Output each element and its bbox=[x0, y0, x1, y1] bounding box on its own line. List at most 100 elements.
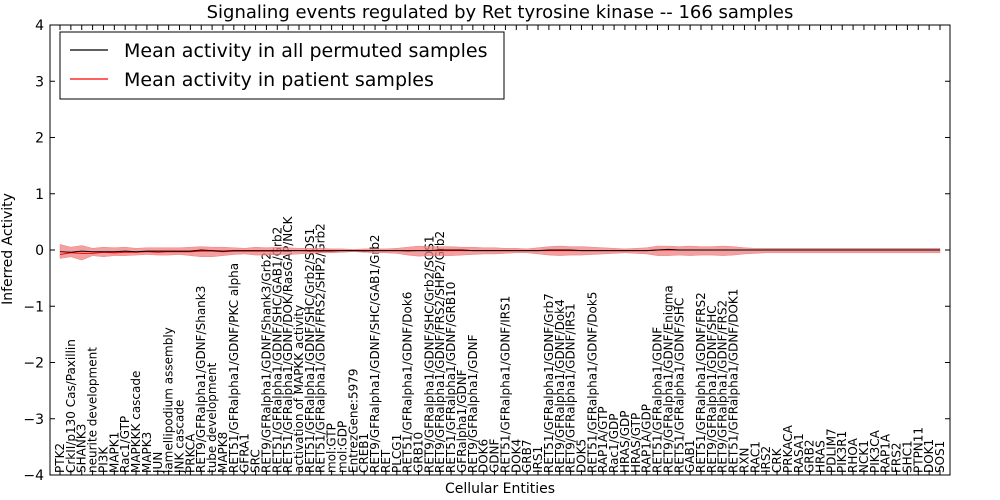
x-tick-label: RET9/GFRalpha1/GDNF/FRS2/SHP2/Grb2 bbox=[433, 231, 447, 473]
x-tick-label: GAB1 bbox=[683, 440, 697, 473]
x-tick-label: JUN bbox=[151, 452, 165, 474]
x-tick-label: SOS1 bbox=[933, 441, 947, 473]
x-tick-label: Rac1/GTP bbox=[118, 416, 132, 473]
x-tick-label: HRAS bbox=[813, 440, 827, 473]
legend-box bbox=[59, 31, 505, 100]
x-tick-label: DOK4 bbox=[509, 439, 523, 473]
x-tick-label: RET51/GFRalpha1/GDNF/IRS1 bbox=[498, 296, 512, 473]
x-tick-label: IRS1 bbox=[531, 446, 545, 473]
x-tick-label: RET51/GFRalpha1/GDNF/DOK/RasGAP/NCK bbox=[281, 215, 295, 473]
x-tick-label: CRK bbox=[770, 447, 784, 473]
chart-title: Signaling events regulated by Ret tyrosi… bbox=[207, 2, 794, 23]
legend: Mean activity in all permuted samples Mea… bbox=[59, 31, 505, 100]
x-tick-label: RET9/GFRalpha1/GDNF/Shank3 bbox=[194, 286, 208, 473]
y-tick-label: −3 bbox=[23, 412, 44, 428]
x-tick-label: DOK1 bbox=[922, 439, 936, 473]
x-tick-label: RAP1A/GDP bbox=[640, 404, 654, 473]
x-tick-label: MAPK3 bbox=[140, 432, 154, 473]
x-tick-label: DOK6 bbox=[477, 439, 491, 473]
y-tick-label: 2 bbox=[35, 131, 44, 147]
y-tick-label: 3 bbox=[35, 74, 44, 90]
x-tick-label: RXN bbox=[737, 447, 751, 473]
x-tick-label: neurite development bbox=[86, 347, 100, 473]
x-tick-label: PI3K bbox=[96, 446, 110, 473]
x-tick-label: GFRA1 bbox=[238, 433, 252, 473]
x-tick-label: RET9/GFRalpha1/GDNF/SHC/Grb2/SOS1 bbox=[422, 235, 436, 473]
y-tick-label: 4 bbox=[35, 18, 44, 34]
x-tick-label: JNK cascade bbox=[173, 400, 187, 474]
x-tick-label: FRS2 bbox=[890, 443, 904, 474]
x-tick-label: NCK1 bbox=[857, 440, 871, 473]
x-tick-label: RAC1 bbox=[748, 441, 762, 473]
x-tick-label: RET51/GFRalpha1/GDNF/FRS2 bbox=[694, 292, 708, 473]
x-tick-label: IRS2 bbox=[759, 446, 773, 473]
x-tick-label: SRC bbox=[249, 449, 263, 473]
x-tick-label: PTK2 bbox=[53, 443, 67, 473]
x-tick-label: RET9/GFRalpha1/GDNF/Enigma bbox=[661, 285, 675, 473]
x-tick-label: activation of MAPKK activity bbox=[292, 305, 306, 473]
x-tick-label: RET bbox=[379, 449, 393, 473]
x-tick-label: RET9/GFRalpha1/GDNF/FRS2 bbox=[716, 300, 730, 473]
x-tick-label: RET51/GFRalpha1/GDNF/Dok6 bbox=[401, 292, 415, 473]
x-tick-label: RET9/GFRalpha1/GDNF/SHC/GAB1/Grb2 bbox=[368, 234, 382, 473]
x-tick-label: SHC1 bbox=[900, 440, 914, 473]
x-tick-label: tube development bbox=[205, 362, 219, 473]
x-tick-label: GDNF bbox=[488, 438, 502, 473]
x-tick-label: GFRalpha1/GDNF bbox=[455, 369, 469, 473]
patient-band bbox=[59, 244, 941, 261]
x-tick-label: GRB7 bbox=[520, 439, 534, 473]
x-tick-label: RET51/GFRalpha1/GDNF/FRS2/SHP2/Grb2 bbox=[314, 223, 328, 473]
x-tick-label: RET51/GFRalpha1/GDNF/GRB10 bbox=[444, 282, 458, 473]
x-tick-label: RET51/GFRalpha1/GDNF bbox=[651, 327, 665, 473]
y-tick-label: 0 bbox=[35, 243, 44, 259]
y-tick-label: −1 bbox=[23, 299, 44, 315]
x-tick-label: PIK3CA bbox=[868, 429, 882, 473]
x-tick-label: DOK5 bbox=[574, 439, 588, 473]
x-tick-label: RET51/GFRalpha1/GDNF/Grb7 bbox=[542, 293, 556, 473]
x-tick-label: RAP1A/GTP bbox=[596, 406, 610, 473]
x-tick-label: RET9/GFRalpha1/GDNF/Shank3/Grb2 bbox=[259, 252, 273, 473]
x-tick-label: SHANK3 bbox=[75, 424, 89, 473]
x-tick-label: lamellipodium assembly bbox=[162, 327, 176, 473]
x-tick-label: RET51/GFRalpha1/GDNF/SHC/GAB1/Grb2 bbox=[270, 227, 284, 473]
x-tick-label: EntrezGene:5979 bbox=[346, 369, 360, 474]
y-tick-label: 1 bbox=[35, 187, 44, 203]
legend-entry-label: Mean activity in all permuted samples bbox=[124, 40, 487, 62]
x-tick-label: RET9/GFRalpha1/GDNF/IRS1 bbox=[564, 303, 578, 473]
x-tick-label: CREB1 bbox=[357, 433, 371, 473]
x-tick-label: MAPK1 bbox=[107, 432, 121, 473]
x-tick-label: MAPKKK cascade bbox=[129, 371, 143, 473]
x-tick-label: mol:GTP bbox=[325, 423, 339, 473]
x-tick-label: RET9/GFRalpha1/GDNF/SHC bbox=[705, 305, 719, 473]
series-line bbox=[59, 248, 940, 253]
x-tick-label: MAPK8 bbox=[216, 432, 230, 473]
x-tick-label: RET51/GFRalpha1/GDNF/SHC/Grb2/SOS1 bbox=[303, 228, 317, 473]
x-tick-label: HRAS/GTP bbox=[629, 413, 643, 473]
y-tick-label: −2 bbox=[23, 356, 44, 372]
x-tick-label: RASA1 bbox=[792, 433, 806, 473]
x-tick-label: GRB2 bbox=[803, 439, 817, 473]
x-axis-label: Cellular Entities bbox=[445, 481, 555, 497]
x-tick-label: RHOA bbox=[846, 437, 860, 473]
x-tick-label: PRKACA bbox=[781, 424, 795, 473]
x-tick-label: RET51/GFRalpha1/GDNF/PKC alpha bbox=[227, 263, 241, 473]
x-tick-label: RET51/GFRalpha1/GDNF/DOK1 bbox=[727, 289, 741, 473]
x-tick-label: PIK3R1 bbox=[835, 431, 849, 473]
legend-entry-label: Mean activity in patient samples bbox=[124, 69, 434, 91]
x-tick-label: Rac1/GDP bbox=[607, 414, 621, 473]
y-axis-label: Inferred Activity bbox=[0, 193, 16, 305]
x-tick-label: RET9/GFRalpha1/GDNF bbox=[466, 334, 480, 473]
x-tick-label: mol:GDP bbox=[335, 421, 349, 473]
x-tick-label: PRKCA bbox=[183, 433, 197, 473]
x-tick-label: RET51/GFRalpha1/GDNF/SHC bbox=[672, 298, 686, 473]
x-tick-label: PDLIM7 bbox=[824, 428, 838, 473]
x-tick-label: CrkII/p130 Cas/Paxillin bbox=[64, 339, 78, 473]
x-tick-label: RET51/GFRalpha1/GDNF/Dok5 bbox=[585, 292, 599, 473]
x-tick-label: HRAS/GDP bbox=[618, 410, 632, 473]
x-tick-label: PLCG1 bbox=[390, 434, 404, 473]
x-tick-label: RET9/GFRalpha1/GDNF/Dok4 bbox=[553, 299, 567, 473]
x-tick-label: GRB10 bbox=[412, 432, 426, 473]
x-tick-label: PTPN11 bbox=[911, 427, 925, 473]
